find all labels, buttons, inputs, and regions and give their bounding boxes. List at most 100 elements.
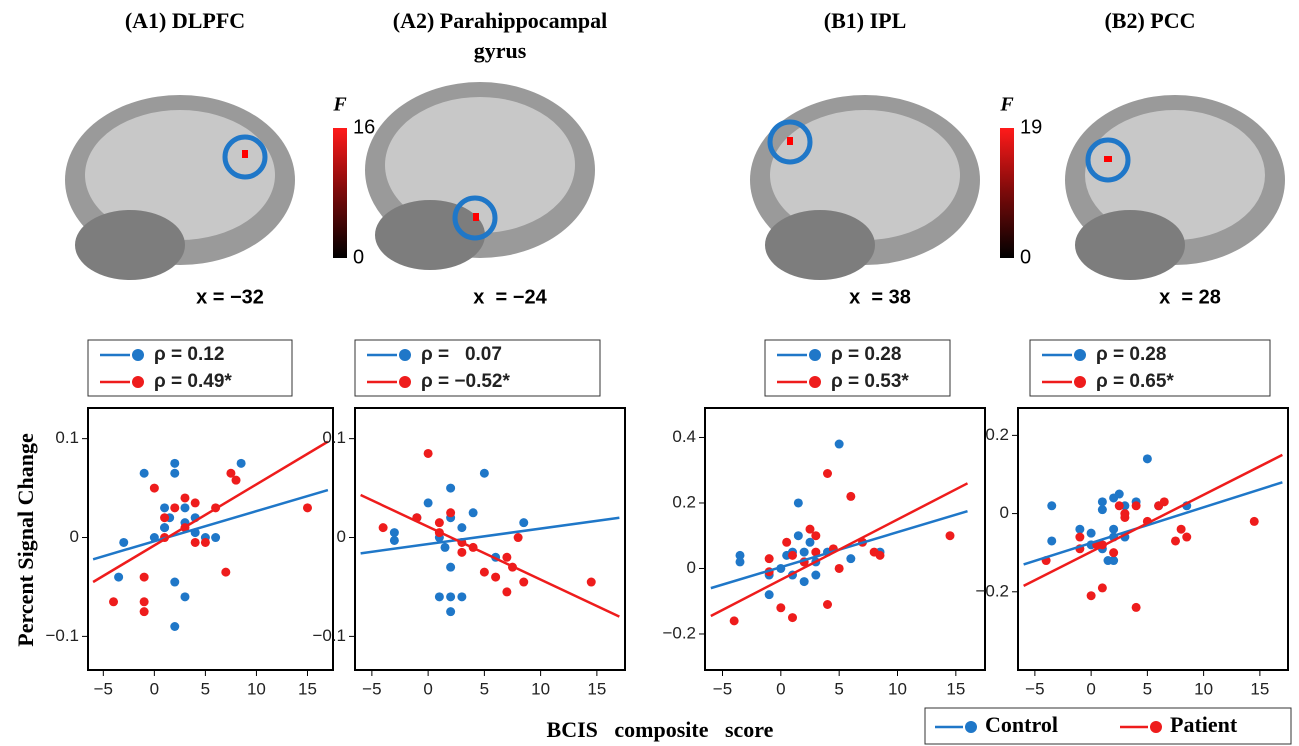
data-point xyxy=(446,563,455,572)
data-point xyxy=(491,573,500,582)
data-point xyxy=(811,571,820,580)
data-point xyxy=(469,508,478,517)
data-point xyxy=(446,592,455,601)
legend-label: ρ = 0.28 xyxy=(1096,344,1166,365)
x-tick-label: 0 xyxy=(776,679,785,698)
data-point xyxy=(794,531,803,540)
data-point xyxy=(211,533,220,542)
data-point xyxy=(109,597,118,606)
y-tick-label: 0.2 xyxy=(985,425,1009,444)
x-tick-label: 15 xyxy=(298,679,317,698)
data-point xyxy=(765,554,774,563)
data-point xyxy=(150,484,159,493)
plot-area xyxy=(93,442,328,631)
x-axis-label: BCIS composite score xyxy=(547,717,774,742)
legend-label: ρ = 0.12 xyxy=(154,344,224,365)
data-point xyxy=(1087,529,1096,538)
slice-coordinate: x = 28 xyxy=(1159,286,1221,308)
x-tick-label: −5 xyxy=(362,679,381,698)
data-point xyxy=(446,508,455,517)
legend-dot xyxy=(132,376,144,388)
data-point xyxy=(1075,525,1084,534)
data-point xyxy=(800,577,809,586)
data-point xyxy=(160,523,169,532)
data-point xyxy=(876,551,885,560)
fit-line xyxy=(361,518,620,554)
legend-label: ρ = −0.52* xyxy=(421,371,510,392)
data-point xyxy=(435,592,444,601)
brain-slice xyxy=(750,95,980,280)
y-tick-label: −0.2 xyxy=(975,581,1009,600)
legend-dot xyxy=(1074,376,1086,388)
legend-dot xyxy=(1074,349,1086,361)
legend-label: ρ = 0.49* xyxy=(154,371,232,392)
legend-label: Control xyxy=(985,712,1058,737)
plot-frame xyxy=(1018,408,1288,670)
brain-slice xyxy=(65,95,295,280)
data-point xyxy=(140,469,149,478)
x-tick-label: 5 xyxy=(201,679,210,698)
data-point xyxy=(823,469,832,478)
legend-dot xyxy=(132,349,144,361)
y-tick-label: −0.1 xyxy=(312,626,346,645)
x-tick-label: 10 xyxy=(531,679,550,698)
x-tick-label: −5 xyxy=(713,679,732,698)
data-point xyxy=(587,578,596,587)
data-point xyxy=(237,459,246,468)
panel-title-box: (B1) IPL xyxy=(720,6,1010,66)
data-point xyxy=(846,492,855,501)
data-point xyxy=(800,548,809,557)
x-tick-label: 0 xyxy=(423,679,432,698)
data-point xyxy=(140,573,149,582)
data-point xyxy=(170,622,179,631)
data-point xyxy=(1098,497,1107,506)
data-point xyxy=(794,498,803,507)
y-tick-label: 0.2 xyxy=(672,492,696,511)
data-point xyxy=(1171,536,1180,545)
data-point xyxy=(1109,556,1118,565)
x-tick-label: 15 xyxy=(1250,679,1269,698)
x-tick-label: 0 xyxy=(1086,679,1095,698)
data-point xyxy=(736,557,745,566)
fit-line xyxy=(711,483,968,616)
data-point xyxy=(191,538,200,547)
data-point xyxy=(457,592,466,601)
y-axis-label: Percent Signal Change xyxy=(13,433,38,647)
panel-title-box: (A1) DLPFC xyxy=(40,6,330,66)
data-point xyxy=(1182,533,1191,542)
data-point xyxy=(1160,497,1169,506)
slice-coordinate: x = 38 xyxy=(849,286,911,308)
colorbar-label: F xyxy=(999,94,1014,116)
data-point xyxy=(424,498,433,507)
colorbar xyxy=(333,128,347,258)
data-point xyxy=(835,440,844,449)
data-point xyxy=(730,616,739,625)
data-point xyxy=(811,531,820,540)
data-point xyxy=(502,587,511,596)
fit-line xyxy=(93,490,328,559)
panel-title-box: (A2) Parahippocampal gyrus xyxy=(355,6,645,66)
data-point xyxy=(1132,501,1141,510)
colorbar-tick-label: 0 xyxy=(1020,246,1031,268)
fit-line xyxy=(1024,455,1283,586)
figure: Percent Signal Change BCIS composite sco… xyxy=(0,0,1299,746)
data-point xyxy=(946,531,955,540)
x-tick-label: 5 xyxy=(1143,679,1152,698)
data-point xyxy=(390,536,399,545)
data-point xyxy=(201,538,210,547)
colorbar-tick-label: 19 xyxy=(1020,116,1042,138)
data-point xyxy=(776,603,785,612)
legend-label: ρ = 0.65* xyxy=(1096,371,1174,392)
y-tick-label: −0.2 xyxy=(662,623,696,642)
fit-line xyxy=(93,442,328,582)
slice-coordinate: x = −32 xyxy=(196,286,264,308)
fit-line xyxy=(361,495,620,617)
y-tick-label: −0.1 xyxy=(45,626,79,645)
y-tick-label: 0.1 xyxy=(322,428,346,447)
data-point xyxy=(1143,454,1152,463)
data-point xyxy=(457,523,466,532)
x-tick-label: 15 xyxy=(587,679,606,698)
legend-label: ρ = 0.28 xyxy=(831,344,901,365)
plot-area xyxy=(361,449,620,617)
colorbar-label: F xyxy=(332,94,347,116)
